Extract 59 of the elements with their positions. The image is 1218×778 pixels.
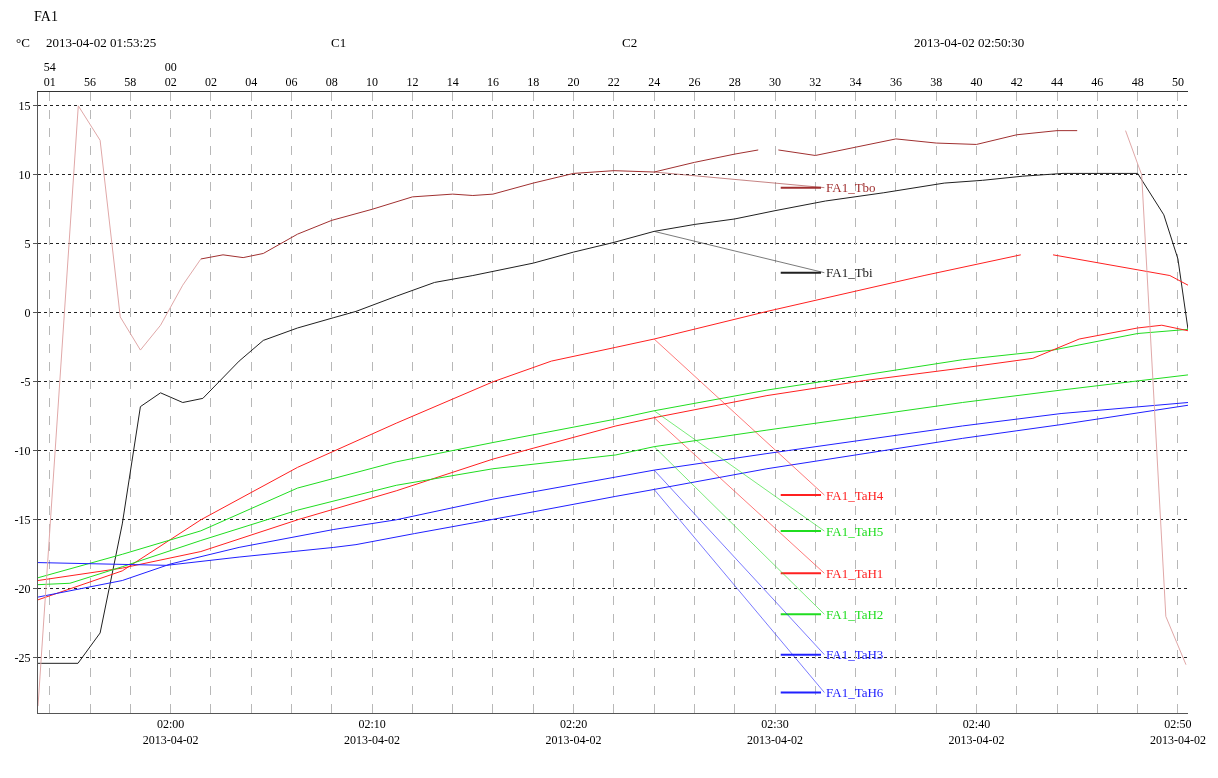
y-tick-label: 10 [18,168,31,182]
legend-label: FA1_TaH4 [826,488,884,503]
x2-tick-label: 34 [849,75,862,90]
x2-tick-label: 00 02 [164,59,177,90]
y-tick-label: 15 [18,99,31,113]
legend-label: FA1_TaH1 [826,566,884,581]
x-tick-label: 02:50 2013-04-02 [1149,717,1206,747]
x-tick-label: 02:10 2013-04-02 [344,717,401,747]
y-tick-label: 0 [24,306,31,320]
x2-tick-label: 48 [1131,75,1144,90]
y-tick-label: -10 [14,444,31,458]
text: C2 [622,35,638,50]
x2-tick-label: 36 [889,75,902,90]
line-series [38,172,1188,664]
x2-tick-label: 44 [1051,75,1064,90]
y-axis-title: °C [16,35,30,50]
y-tick-label: -15 [14,513,31,527]
y-tick-label: -20 [14,582,31,596]
x2-tick-label: 24 [648,75,661,90]
x2-tick-label: 54 01 [43,59,56,90]
text: 2013-04-02 02:50:30 [914,35,1025,50]
y-tick-label: -5 [20,375,31,389]
x2-tick-label: 38 [930,75,943,90]
x2-tick-label: 02 [204,75,217,90]
x2-tick-label: 12 [406,75,419,90]
x2-tick-label: 10 [366,75,379,90]
x2-tick-label: 22 [607,75,620,90]
x2-tick-label: 56 [84,75,97,90]
x2-tick-label: 20 [567,75,580,90]
x2-tick-label: 08 [325,75,338,90]
x2-tick-label: 40 [970,75,983,90]
legend-label: FA1_TaH5 [826,524,884,539]
x2-tick-label: 30 [769,75,782,90]
legend-label: FA1_TaH2 [826,607,884,622]
x-tick-label: 02:30 2013-04-02 [747,717,804,747]
x-tick-label: 02:40 2013-04-02 [948,717,1005,747]
legend-label: FA1_TaH6 [826,685,884,700]
legend-label: FA1_Tbo [826,180,876,195]
x2-tick-label: 18 [527,75,540,90]
x2-tick-label: 16 [486,75,499,90]
legend-label: FA1_TaH3 [826,647,884,662]
x2-tick-label: 04 [245,75,258,90]
x2-tick-label: 50 [1171,75,1184,90]
legend-label: FA1_Tbi [826,265,874,280]
x2-tick-label: 28 [728,75,741,90]
x2-tick-label: 06 [285,75,298,90]
x-tick-label: 02:00 2013-04-02 [142,717,199,747]
y-tick-label: -25 [14,651,31,665]
x-tick-label: 02:20 2013-04-02 [545,717,602,747]
x2-tick-label: 14 [446,75,459,90]
text: 2013-04-02 01:53:25 [46,35,157,50]
x2-tick-label: 42 [1010,75,1023,90]
text: C1 [331,35,347,50]
x2-tick-label: 26 [688,75,701,90]
x2-tick-label: 46 [1091,75,1104,90]
chart-title: FA1 [34,9,58,25]
x2-tick-label: 32 [809,75,822,90]
y-tick-label: 5 [24,237,31,251]
x2-tick-label: 58 [124,75,137,90]
